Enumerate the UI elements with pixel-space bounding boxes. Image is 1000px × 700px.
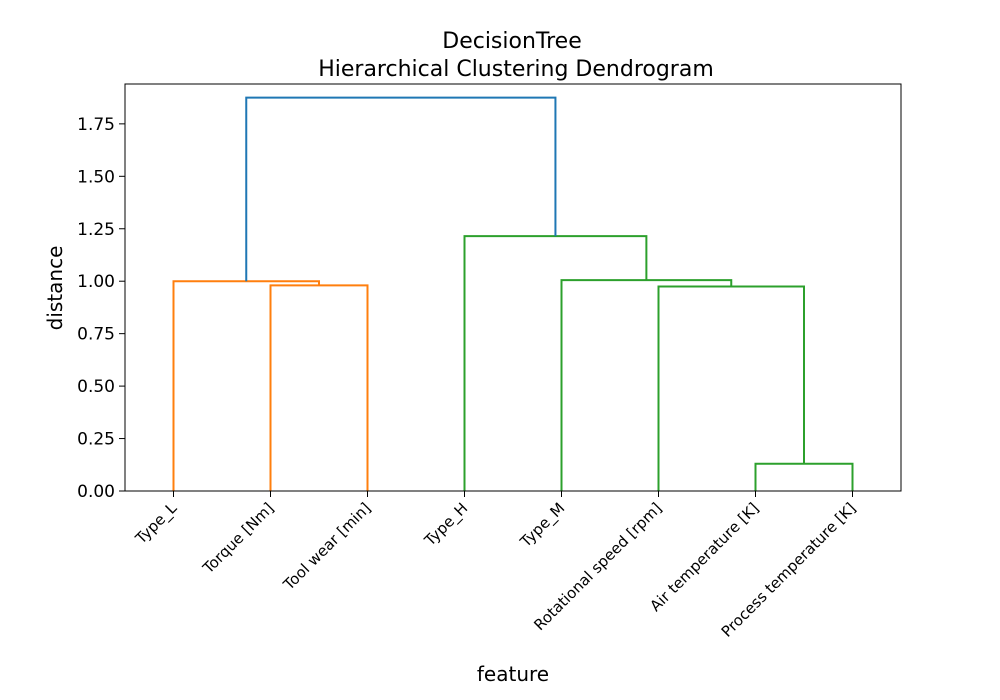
leaf-label: Tool wear [min] — [279, 499, 374, 594]
dendrogram-link-4 — [463, 235, 648, 491]
dendrogram-links — [172, 96, 854, 491]
y-tick-label: 0.25 — [77, 430, 115, 450]
y-tick-label: 0.00 — [77, 482, 115, 502]
chart-title: DecisionTree — [442, 29, 582, 54]
dendrogram-link-5 — [269, 284, 369, 491]
y-tick-label: 1.00 — [77, 272, 115, 292]
dendrogram-link-2 — [657, 285, 805, 491]
chart-subtitle: Hierarchical Clustering Dendrogram — [318, 57, 714, 82]
dendrogram-link-3 — [560, 279, 733, 491]
y-axis-label: distance — [43, 246, 67, 331]
dendrogram-link-1 — [754, 462, 854, 491]
y-tick-label: 0.75 — [77, 325, 115, 345]
x-axis: Type_L Torque [Nm] Tool wear [min] Type_H Ty… — [131, 491, 859, 641]
leaf-label: Air temperature [K] — [646, 499, 762, 615]
dendrogram-link-6 — [172, 280, 320, 491]
y-tick-label: 1.75 — [77, 115, 115, 135]
y-tick-label: 0.50 — [77, 377, 115, 397]
x-axis-label: feature — [477, 662, 549, 686]
dendrogram-link-7 — [245, 96, 557, 282]
plot-frame — [124, 83, 902, 492]
y-tick-label: 1.50 — [77, 167, 115, 187]
leaf-label: Torque [Nm] — [199, 499, 278, 578]
leaf-label: Type_M — [516, 499, 569, 552]
leaf-label: Type_H — [420, 499, 472, 551]
y-axis: 0.00 0.25 0.50 0.75 1.00 1.25 1.50 1.75 — [77, 115, 125, 502]
y-tick-label: 1.25 — [77, 220, 115, 240]
leaf-label: Type_L — [131, 499, 181, 549]
